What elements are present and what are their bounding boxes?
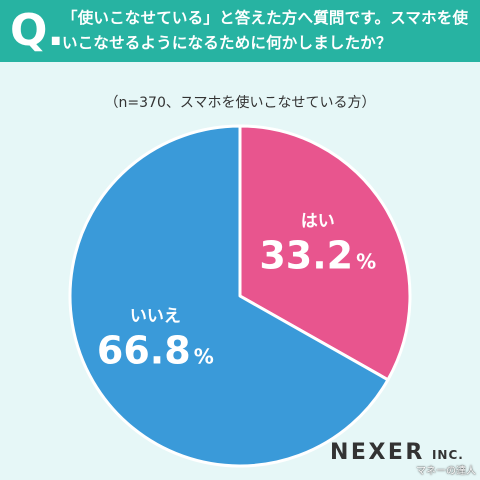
watermark: マネーの達人 [416, 466, 476, 477]
pie-slice-0 [238, 124, 412, 382]
brand-name: NEXER [330, 440, 425, 465]
question-banner: Q. 「使いこなせている」と答えた方へ質問です。スマホを使いこなせるようになるた… [0, 0, 480, 62]
slice-value-0: 33.2% [259, 234, 376, 278]
slice-label-1: いいえ [130, 306, 181, 326]
brand-logo: NEXER INC. [330, 440, 464, 465]
brand-suffix: INC. [431, 448, 464, 462]
pie-slice-1 [68, 124, 390, 468]
question-text: 「使いこなせている」と答えた方へ質問です。スマホを使いこなせるようになるために何… [62, 9, 469, 52]
chart-subtitle: （n=370、スマホを使いこなせている方） [104, 95, 376, 111]
slice-value-1: 66.8% [97, 328, 214, 372]
slice-label-0: はい [301, 212, 335, 232]
q-mark: Q. [10, 5, 65, 56]
